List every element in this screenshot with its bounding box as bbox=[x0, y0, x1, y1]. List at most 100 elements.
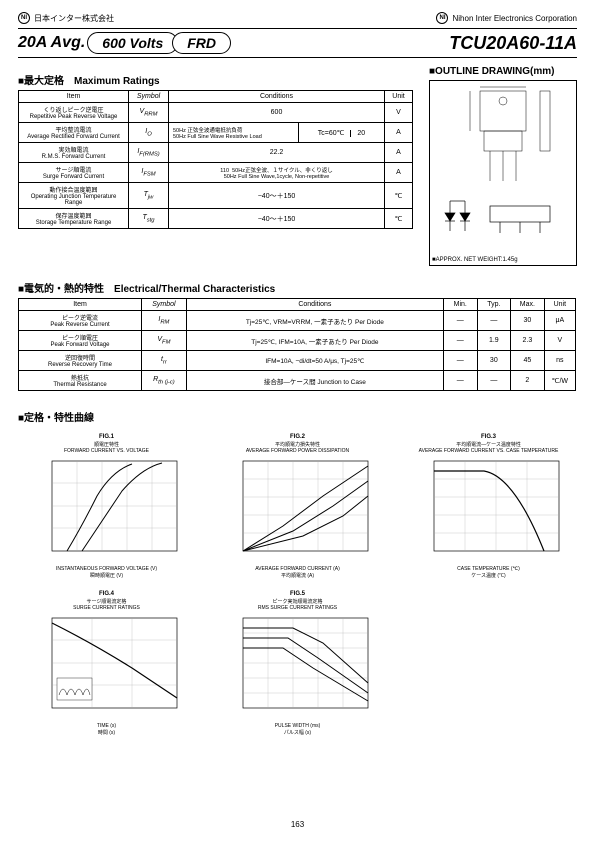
outline-weight-note: ■APPROX. NET WEIGHT:1.45g bbox=[432, 257, 518, 263]
unit: ns bbox=[544, 351, 575, 371]
symbol: Tjw bbox=[129, 183, 169, 209]
col-symbol: Symbol bbox=[129, 91, 169, 103]
symbol: Tstg bbox=[129, 209, 169, 229]
item-jp: 平均整流電流 bbox=[23, 125, 124, 134]
chart-plot bbox=[32, 456, 182, 566]
chart-caption: サージ順電流定格SURGE CURRENT RATINGS bbox=[73, 598, 140, 611]
max: 2 bbox=[511, 371, 545, 391]
item-jp: 保存温度範囲 bbox=[23, 211, 124, 220]
logo-icon: NI bbox=[18, 12, 30, 24]
symbol: Rth (j-c) bbox=[142, 371, 187, 391]
chart-xlabel: CASE TEMPERATURE (℃)ケース温度 (℃) bbox=[457, 566, 520, 579]
company-left-name: 日本インター株式会社 bbox=[34, 13, 114, 24]
chart-svg-icon bbox=[223, 456, 373, 566]
chart-fig: FIG.5 bbox=[290, 591, 305, 597]
col-min: Min. bbox=[444, 299, 478, 311]
chart-fig: FIG.4 bbox=[99, 591, 114, 597]
company-left: NI 日本インター株式会社 bbox=[18, 12, 114, 24]
item-en: Thermal Resistance bbox=[23, 382, 137, 388]
cond: 22.2 bbox=[169, 143, 385, 163]
table-row: 逆回復時間Reverse Recovery Time trr IFM=10A, … bbox=[19, 351, 576, 371]
cond-right: Tc=60℃ 20 bbox=[299, 123, 385, 143]
title-row: 20A Avg. 600 Volts FRD TCU20A60-11A bbox=[18, 28, 577, 58]
col-conditions: Conditions bbox=[169, 91, 385, 103]
cond: IFM=10A, −di/dt=50 A/μs, Tj=25℃ bbox=[186, 351, 443, 371]
title-voltage: 600 Volts bbox=[87, 32, 178, 54]
cond: 110 50Hz正弦全波、１サイクル、非くり返し50Hz Full Sine W… bbox=[169, 163, 385, 183]
min: — bbox=[444, 331, 478, 351]
symbol: IFSM bbox=[129, 163, 169, 183]
page-number: 163 bbox=[291, 820, 304, 829]
cond: 接合部—ケース間 Junction to Case bbox=[186, 371, 443, 391]
item-jp: 逆回復時間 bbox=[23, 353, 137, 362]
symbol: IF(RMS) bbox=[129, 143, 169, 163]
ratings-outline-row: ■最大定格 Maximum Ratings Item Symbol Condit… bbox=[18, 66, 577, 266]
table-row: ピーク順電圧Peak Forward Voltage VFM Tj=25℃, I… bbox=[19, 331, 576, 351]
chart-caption: 順電圧特性FORWARD CURRENT VS. VOLTAGE bbox=[64, 441, 149, 454]
table-row: 動作接合温度範囲Operating Junction Temperature R… bbox=[19, 183, 413, 209]
typ: 30 bbox=[477, 351, 511, 371]
col-unit: Unit bbox=[544, 299, 575, 311]
chart-fig: FIG.1 bbox=[99, 434, 114, 440]
item-jp: くり返しピーク逆電圧 bbox=[23, 105, 124, 114]
symbol: IO bbox=[129, 123, 169, 143]
outline-drawing: ■APPROX. NET WEIGHT:1.45g bbox=[429, 80, 577, 266]
min: — bbox=[444, 311, 478, 331]
item-en: Operating Junction Temperature Range bbox=[23, 194, 124, 206]
chart-caption: 平均順電力損失特性AVERAGE FORWARD POWER DISSIPATI… bbox=[246, 441, 349, 454]
chart-caption: 平均順電流—ケース温度特性AVERAGE FORWARD CURRENT VS.… bbox=[419, 441, 559, 454]
item-jp: 実効順電流 bbox=[23, 145, 124, 154]
typ: 1.9 bbox=[477, 331, 511, 351]
min: — bbox=[444, 351, 478, 371]
chart-xlabel: TIME (s)時間 (s) bbox=[97, 723, 116, 736]
table-row: 熱抵抗Thermal Resistance Rth (j-c) 接合部—ケース間… bbox=[19, 371, 576, 391]
col-symbol: Symbol bbox=[142, 299, 187, 311]
chart-fig3: FIG.3 平均順電流—ケース温度特性AVERAGE FORWARD CURRE… bbox=[400, 434, 577, 581]
unit: ℃/W bbox=[544, 371, 575, 391]
logo-icon: NI bbox=[436, 12, 448, 24]
item-en: Storage Temperature Range bbox=[23, 220, 124, 226]
title-current: 20A Avg. bbox=[18, 34, 93, 52]
top-bar: NI 日本インター株式会社 NI Nihon Inter Electronics… bbox=[18, 12, 577, 24]
item-en: Surge Forward Current bbox=[23, 174, 124, 180]
table-row: 保存温度範囲Storage Temperature Range Tstg −40… bbox=[19, 209, 413, 229]
item-jp: ピーク順電圧 bbox=[23, 333, 137, 342]
cond: Tj=25℃, VRM=VRRM, 一素子あたり Per Diode bbox=[186, 311, 443, 331]
table-row: くり返しピーク逆電圧Repetitive Peak Reverse Voltag… bbox=[19, 103, 413, 123]
item-en: Average Rectified Forward Current bbox=[23, 134, 124, 140]
symbol: VRRM bbox=[129, 103, 169, 123]
symbol: VFM bbox=[142, 331, 187, 351]
item-en: Repetitive Peak Reverse Voltage bbox=[23, 114, 124, 120]
table-row: サージ順電流Surge Forward Current IFSM 110 50H… bbox=[19, 163, 413, 183]
unit: A bbox=[385, 163, 413, 183]
cond: −40～＋150 bbox=[169, 183, 385, 209]
unit: V bbox=[544, 331, 575, 351]
section-max-ratings: ■最大定格 Maximum Ratings bbox=[18, 72, 421, 87]
table-row: ピーク逆電流Peak Reverse Current IRM Tj=25℃, V… bbox=[19, 311, 576, 331]
table-row: 平均整流電流Average Rectified Forward Current … bbox=[19, 123, 413, 143]
unit: μA bbox=[544, 311, 575, 331]
table-row: 実効順電流R.M.S. Forward Current IF(RMS) 22.2… bbox=[19, 143, 413, 163]
typ: — bbox=[477, 311, 511, 331]
item-en: R.M.S. Forward Current bbox=[23, 154, 124, 160]
chart-fig: FIG.3 bbox=[481, 434, 496, 440]
max: 45 bbox=[511, 351, 545, 371]
min: — bbox=[444, 371, 478, 391]
col-typ: Typ. bbox=[477, 299, 511, 311]
chart-plot bbox=[223, 456, 373, 566]
chart-caption: ピーク実効順電流定格RMS SURGE CURRENT RATINGS bbox=[258, 598, 337, 611]
chart-fig2: FIG.2 平均順電力損失特性AVERAGE FORWARD POWER DIS… bbox=[209, 434, 386, 581]
unit: V bbox=[385, 103, 413, 123]
chart-fig: FIG.2 bbox=[290, 434, 305, 440]
chart-svg-icon bbox=[32, 613, 182, 723]
cond: 600 bbox=[169, 103, 385, 123]
item-jp: 動作接合温度範囲 bbox=[23, 185, 124, 194]
cond: Tj=25℃, IFM=10A, 一素子あたり Per Diode bbox=[186, 331, 443, 351]
max: 2.3 bbox=[511, 331, 545, 351]
chart-fig4: FIG.4 サージ順電流定格SURGE CURRENT RATINGS TIME… bbox=[18, 591, 195, 738]
company-right-name: Nihon Inter Electronics Corporation bbox=[452, 14, 577, 23]
col-item: Item bbox=[19, 299, 142, 311]
chart-xlabel: INSTANTANEOUS FORWARD VOLTAGE (V)瞬時順電圧 (… bbox=[56, 566, 157, 579]
max: 30 bbox=[511, 311, 545, 331]
chart-svg-icon bbox=[414, 456, 564, 566]
